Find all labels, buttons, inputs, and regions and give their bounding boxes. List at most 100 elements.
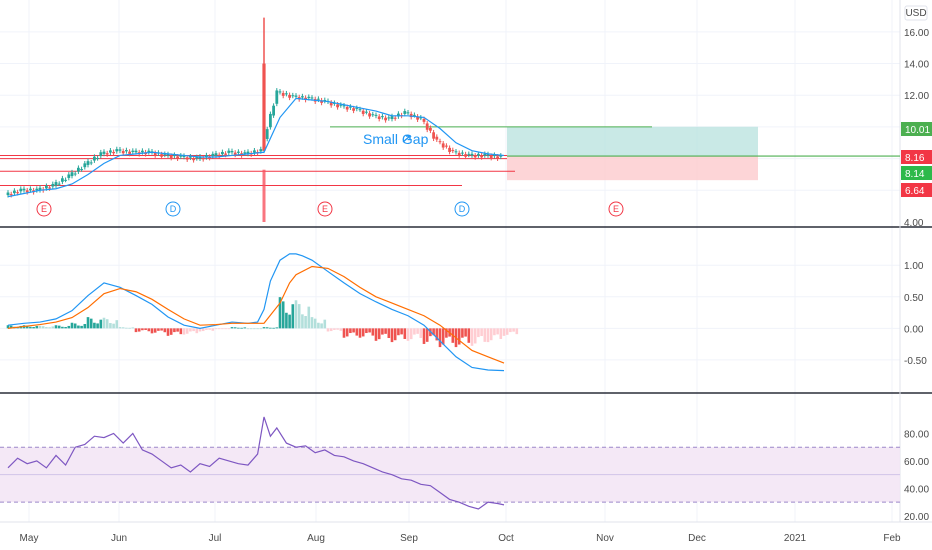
macd-histogram-bar [416,328,419,334]
macd-histogram-bar [422,328,426,344]
macd-histogram-bar [253,328,256,330]
price-tick-label: 12.00 [904,91,929,102]
macd-histogram-bar [377,328,381,340]
macd-histogram-bar [483,328,487,342]
macd-histogram-bar [29,326,32,329]
moving-average-line [7,97,505,198]
candle-body [29,188,32,191]
macd-histogram-bar [361,328,365,337]
macd-histogram-bar [320,323,323,329]
candle-body [272,105,275,116]
macd-histogram-bar [502,328,506,336]
macd-histogram-bar [445,328,448,338]
macd-histogram-bar [365,328,368,334]
candle-body [166,154,170,156]
macd-tick-label: -0.50 [904,356,927,367]
candle-body [390,116,394,119]
candle-body [473,155,477,158]
candle-body [134,150,138,153]
candle-body [371,114,375,116]
candle-body [365,111,368,113]
event-marker-label: E [41,204,47,214]
macd-histogram-bar [272,327,275,329]
annotation-arrow-icon [402,135,411,143]
candle-body [352,108,355,111]
candle-body [336,104,339,108]
candle-body [77,167,80,172]
candle-body [83,163,87,168]
candle-body [173,154,176,157]
candle-body [19,188,23,192]
candle-body [141,150,144,153]
candle-body [285,93,288,95]
candle-body [89,162,93,164]
macd-tick-label: 1.00 [904,261,924,272]
macd-histogram-bar [288,314,291,329]
candle-body [185,157,189,160]
macd-histogram-bar [285,312,288,329]
candle-body [358,109,362,111]
macd-histogram-bar [368,328,371,333]
macd-histogram-bar [473,328,477,344]
macd-histogram-bar [80,325,83,329]
candle-body [115,149,119,152]
candle-body [121,151,125,154]
time-tick-label: May [20,533,39,544]
macd-histogram-bar [342,328,346,338]
macd-histogram-bar [256,328,259,330]
time-tick-label: Jul [209,533,222,544]
macd-histogram-bar [38,325,42,329]
macd-histogram-bar [403,328,407,339]
candle-body [6,192,10,196]
volume-spike-bar [262,169,266,222]
macd-histogram-bar [230,327,234,329]
macd-histogram-bar [249,328,253,330]
macd-histogram-bar [217,328,221,330]
event-marker-label: D [170,204,177,214]
rsi-tick-label: 80.00 [904,429,929,440]
candle-body [25,190,29,193]
macd-histogram-bar [259,328,263,330]
macd-histogram-bar [83,324,87,329]
macd-histogram-bar [48,327,51,329]
macd-histogram-bar [265,327,269,329]
macd-histogram-bar [304,316,307,329]
rsi-line [7,416,505,510]
macd-histogram-bar [278,297,282,329]
candle-body [57,183,61,185]
candle-body [182,155,186,158]
macd-line [7,253,505,372]
candle-body [496,156,499,159]
event-marker-dividend-icon [454,201,470,217]
macd-histogram-bar [313,318,317,329]
candle-body [493,154,496,157]
candle-body [384,117,387,121]
macd-histogram-bar [128,327,131,329]
macd-histogram-bar [246,328,250,330]
macd-histogram-bar [169,328,173,335]
macd-histogram-bar [141,328,144,331]
currency-badge [904,5,928,21]
candle-body [112,151,115,154]
candle-body [67,174,71,178]
macd-histogram-bar [419,328,423,339]
macd-histogram-bar [505,328,509,335]
candle-body [86,161,90,165]
macd-histogram-bar [281,301,285,329]
candle-body [409,113,413,118]
macd-histogram-bar [134,328,138,333]
candle-body [109,150,112,153]
macd-histogram-bar [35,325,39,329]
rsi-tick-label: 40.00 [904,484,929,495]
candle-body [381,116,384,118]
macd-histogram-bar [432,328,435,336]
macd-histogram-bar [102,317,106,329]
macd-histogram-bar [93,322,96,329]
event-marker-label: E [613,204,619,214]
event-marker-label: E [322,204,328,214]
macd-histogram-bar [195,328,199,334]
candle-body [339,104,343,106]
candle-body [96,157,99,159]
macd-histogram-bar [9,325,13,329]
candle-body [105,153,109,155]
